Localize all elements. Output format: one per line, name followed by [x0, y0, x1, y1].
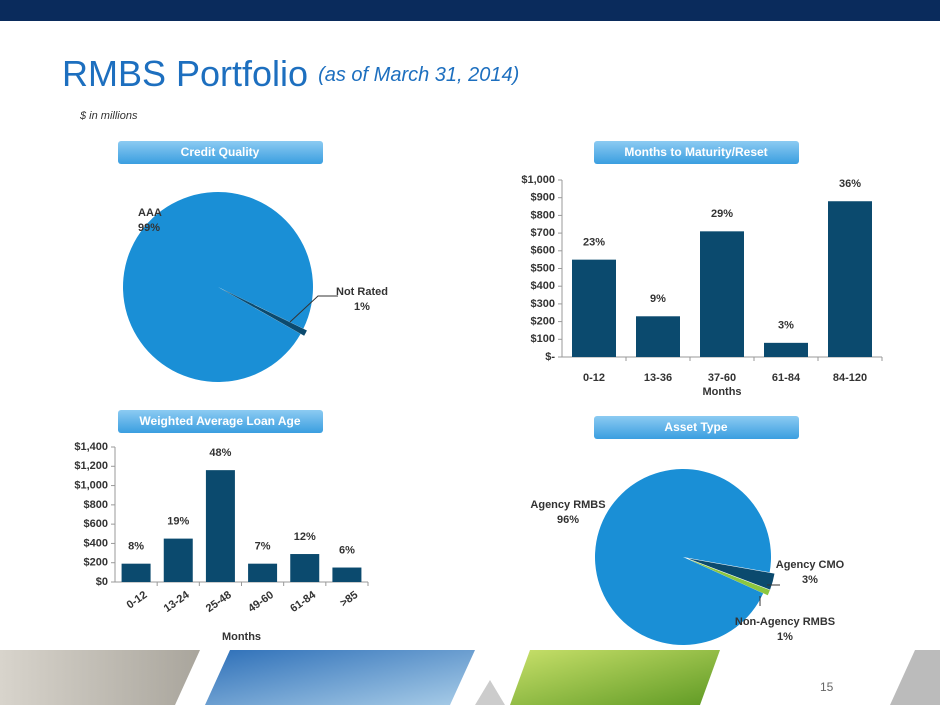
bar-label: 23%	[583, 237, 605, 249]
pie-slice	[687, 558, 770, 596]
y-tick-label: $500	[531, 262, 555, 274]
y-tick-label: $600	[531, 245, 555, 257]
title-sub: (as of March 31, 2014)	[318, 64, 519, 86]
y-tick-label: $0	[96, 576, 108, 588]
slice-label: Non-Agency RMBS 1%	[735, 616, 835, 643]
y-tick-label: $800	[84, 499, 108, 511]
bar-label: 48%	[209, 447, 231, 459]
bar	[290, 554, 320, 582]
units-note: $ in millions	[79, 110, 138, 122]
slice-name: Agency RMBS	[530, 499, 605, 511]
bar-label: 8%	[128, 541, 144, 553]
bar	[636, 316, 680, 357]
section-header	[594, 141, 799, 164]
y-tick-label: $800	[531, 209, 555, 221]
x-tick-label: 25-48	[204, 589, 234, 615]
y-tick-label: $-	[545, 351, 555, 363]
bar	[332, 567, 362, 582]
y-tick-label: $400	[84, 537, 108, 549]
x-tick-label: >85	[338, 589, 360, 610]
x-axis-label: Months	[222, 631, 261, 643]
section-title: Weighted Average Loan Age	[139, 414, 300, 428]
section-title: Credit Quality	[181, 145, 260, 159]
slice-label: AAA 99%	[138, 207, 162, 234]
slice-label: Agency CMO 3%	[776, 559, 845, 586]
bar-label: 12%	[294, 531, 316, 543]
x-tick-label: 49-60	[246, 589, 276, 615]
slice-value: 3%	[802, 574, 818, 586]
y-tick-label: $1,200	[74, 460, 108, 472]
x-axis-label: Months	[702, 386, 741, 398]
title-main: RMBS Portfolio	[62, 53, 308, 94]
bar-label: 3%	[778, 320, 794, 332]
slice-name: Agency CMO	[776, 559, 845, 571]
x-tick-label: 37-60	[708, 372, 736, 384]
section-header	[118, 141, 323, 164]
bar	[205, 470, 235, 582]
slice-value: 1%	[777, 631, 793, 643]
bar	[828, 201, 872, 357]
x-tick-label: 0-12	[125, 589, 150, 611]
slice-value: 1%	[354, 301, 370, 313]
leader-line	[289, 295, 338, 323]
x-tick-label: 13-24	[162, 589, 193, 615]
slide-title: RMBS Portfolio (as of March 31, 2014)	[62, 53, 519, 94]
section-header	[118, 410, 323, 433]
section-header	[594, 416, 799, 439]
slice-name: Non-Agency RMBS	[735, 616, 835, 628]
bar-label: 6%	[339, 544, 355, 556]
bar-label: 9%	[650, 293, 666, 305]
y-tick-label: $200	[84, 557, 108, 569]
section-title: Asset Type	[664, 420, 727, 434]
pie-slice	[595, 468, 772, 645]
slice-name: Not Rated	[336, 286, 388, 298]
bar-label: 29%	[711, 208, 733, 220]
slice-value: 99%	[138, 222, 160, 234]
x-tick-label: 13-36	[644, 372, 672, 384]
bar	[700, 231, 744, 357]
top-banner	[0, 0, 940, 21]
footer-images	[0, 650, 940, 705]
y-tick-label: $200	[531, 316, 555, 328]
bar	[121, 563, 151, 582]
x-tick-label: 61-84	[772, 372, 801, 384]
y-tick-label: $1,400	[74, 441, 108, 453]
y-tick-label: $900	[531, 192, 555, 204]
slice-label: Agency RMBS 96%	[530, 499, 605, 526]
pie-slice	[123, 192, 314, 383]
y-tick-label: $1,000	[521, 174, 555, 186]
y-tick-label: $100	[531, 333, 555, 345]
slice-value: 96%	[557, 514, 579, 526]
y-tick-label: $700	[531, 227, 555, 239]
bar	[572, 259, 616, 357]
bar-label: 19%	[167, 516, 189, 528]
slice-label: Not Rated 1%	[336, 286, 388, 313]
y-tick-label: $600	[84, 518, 108, 530]
x-tick-label: 61-84	[288, 589, 319, 615]
pie-slice	[221, 288, 307, 336]
y-tick-label: $400	[531, 280, 555, 292]
x-tick-label: 0-12	[583, 372, 605, 384]
bar-label: 7%	[255, 541, 271, 553]
bar	[163, 538, 193, 582]
x-tick-label: 84-120	[833, 372, 867, 384]
page-number: 15	[820, 680, 834, 694]
y-tick-label: $300	[531, 298, 555, 310]
bar	[764, 342, 808, 357]
bar-label: 36%	[839, 178, 861, 190]
y-tick-label: $1,000	[74, 479, 108, 491]
pie-slice	[687, 558, 775, 590]
section-title: Months to Maturity/Reset	[624, 145, 767, 159]
slice-name: AAA	[138, 207, 162, 219]
bar	[248, 563, 278, 582]
